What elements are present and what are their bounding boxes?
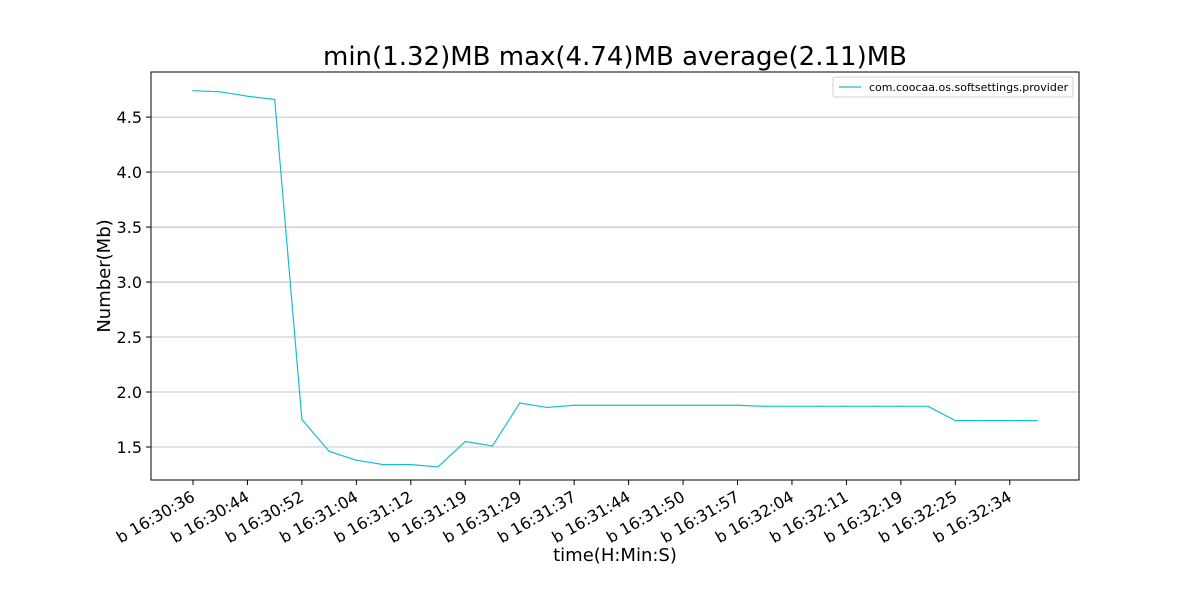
data-point	[954, 420, 956, 422]
data-point	[600, 404, 602, 406]
series-line-softsettings-provider	[192, 90, 1037, 468]
data-point	[328, 450, 330, 453]
legend: com.coocaa.os.softsettings.provider	[832, 76, 1074, 98]
plot-area-frame	[150, 71, 1080, 481]
grid-lines	[151, 116, 1079, 448]
data-point	[219, 91, 221, 93]
data-point	[355, 459, 357, 461]
data-point	[655, 404, 657, 406]
y-axis-ticks: 1.5 2.0 2.5 3.0 3.5 4.0 4.5	[117, 108, 151, 457]
data-point	[791, 405, 793, 407]
data-point	[628, 404, 630, 406]
data-point	[491, 445, 494, 447]
data-point	[464, 440, 466, 443]
y-tick-label: 4.5	[117, 108, 142, 127]
data-point	[573, 404, 575, 406]
x-axis-label: time(H:Min:S)	[553, 545, 677, 566]
data-point	[382, 464, 385, 466]
data-point	[301, 418, 303, 421]
data-point	[682, 404, 684, 406]
legend-series-label: com.coocaa.os.softsettings.provider	[869, 81, 1069, 94]
series-layer	[192, 90, 1038, 468]
data-point	[709, 404, 711, 406]
data-point	[274, 98, 276, 101]
legend-frame	[832, 76, 1074, 98]
y-tick-label: 4.0	[117, 163, 142, 182]
data-point	[192, 90, 194, 92]
data-point	[845, 405, 848, 407]
x-axis-ticks: b 16:30:36b 16:30:44b 16:30:52b 16:31:04…	[113, 480, 1015, 547]
data-point	[981, 420, 984, 422]
data-point	[818, 405, 820, 407]
data-point	[246, 95, 249, 97]
y-axis-label: Number(Mb)	[94, 219, 115, 332]
data-point	[764, 405, 766, 407]
data-point	[1036, 420, 1038, 422]
data-point	[437, 466, 439, 468]
data-point	[410, 464, 412, 466]
data-point	[927, 405, 929, 407]
data-point	[900, 405, 902, 407]
data-point	[873, 405, 875, 407]
y-tick-label: 3.5	[117, 218, 142, 237]
y-tick-label: 3.0	[117, 273, 142, 292]
data-point	[546, 406, 548, 409]
y-tick-label: 1.5	[117, 438, 142, 457]
data-point	[1009, 420, 1011, 422]
y-tick-label: 2.5	[117, 328, 142, 347]
data-point	[519, 402, 521, 404]
data-point	[736, 404, 739, 406]
chart-title: min(1.32)MB max(4.74)MB average(2.11)MB	[323, 42, 907, 72]
y-tick-label: 2.0	[117, 383, 142, 402]
